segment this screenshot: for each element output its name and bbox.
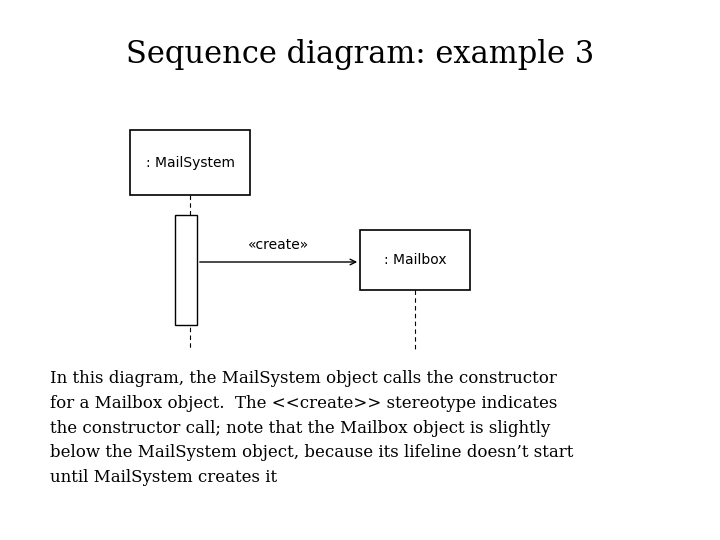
- Text: «create»: «create»: [248, 238, 309, 252]
- Bar: [360, 230, 470, 290]
- Text: : Mailbox: : Mailbox: [384, 253, 446, 267]
- Text: : MailSystem: : MailSystem: [145, 156, 235, 170]
- Bar: [130, 130, 250, 195]
- Bar: [175, 215, 197, 325]
- Text: Sequence diagram: example 3: Sequence diagram: example 3: [126, 39, 594, 71]
- Text: In this diagram, the MailSystem object calls the constructor
for a Mailbox objec: In this diagram, the MailSystem object c…: [50, 370, 573, 486]
